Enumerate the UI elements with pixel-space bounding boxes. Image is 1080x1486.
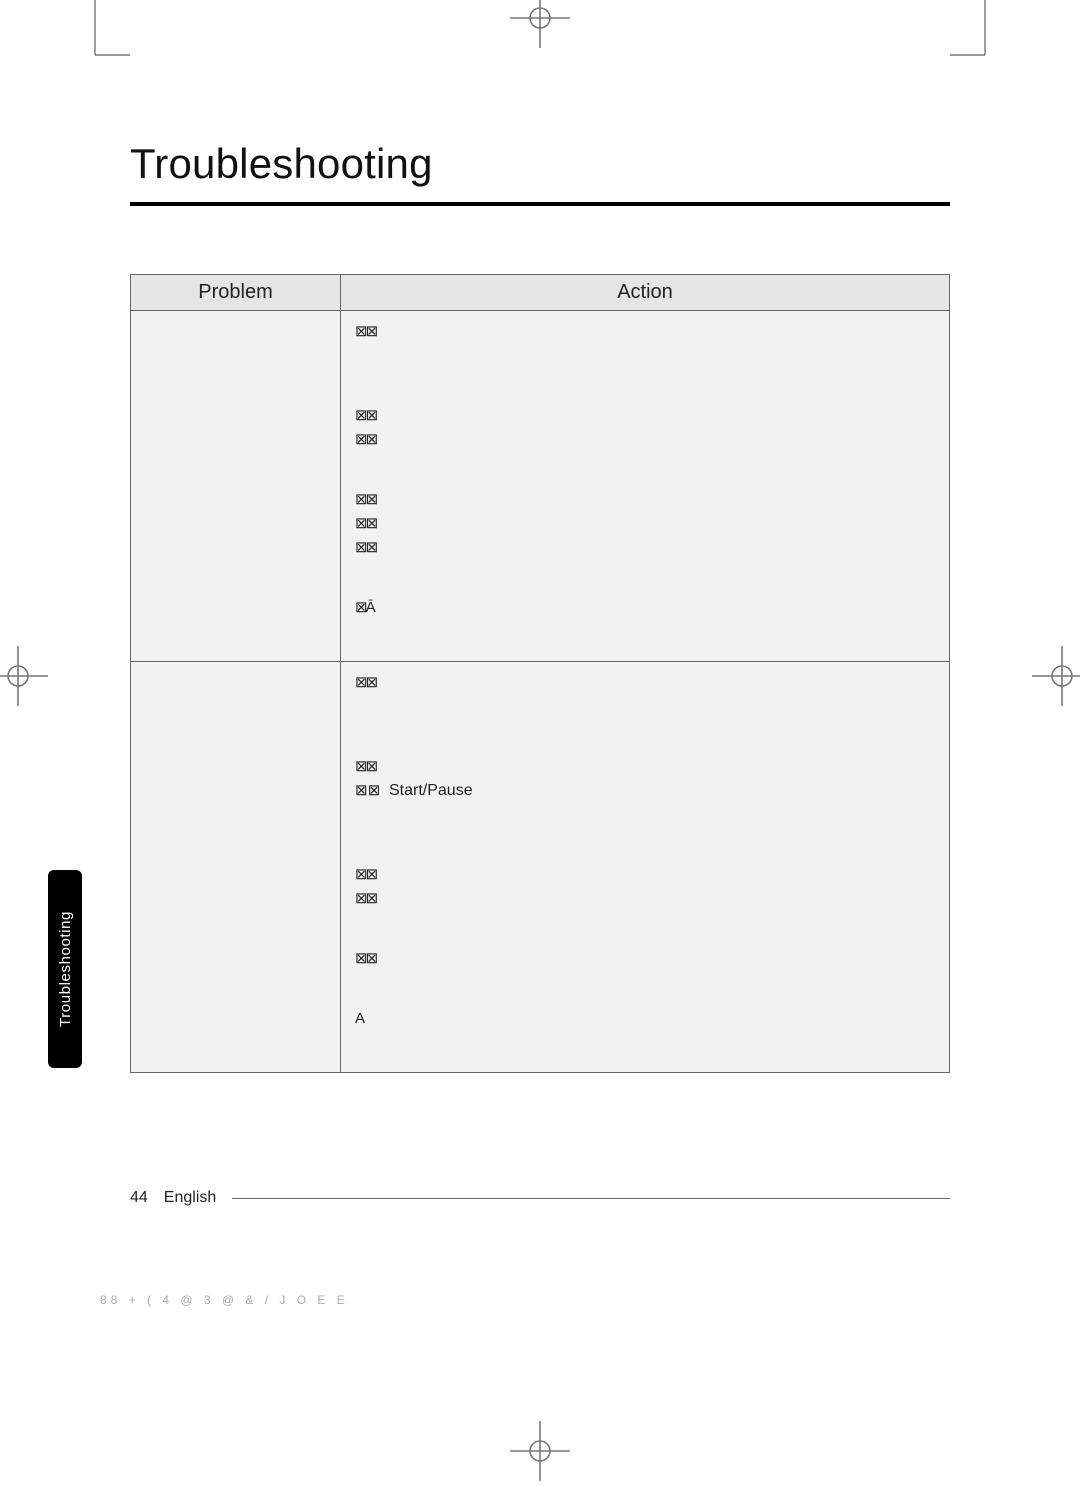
action-item: ⊠⊠ [355, 405, 935, 427]
action-item [355, 561, 935, 583]
bullet-glyph: ⊠⊠ [355, 513, 381, 535]
section-tab-label: Troubleshooting [57, 911, 74, 1027]
registration-mark-left [0, 646, 48, 706]
action-cell: ⊠⊠⊠⊠⊠ ⊠Start/Pause⊠⊠⊠⊠⊠⊠ A [341, 662, 950, 1073]
action-item: ⊠⊠ [355, 756, 935, 778]
action-item [355, 720, 935, 742]
action-item [355, 453, 935, 475]
bullet-glyph: ⊠⊠ [355, 321, 381, 343]
action-item: ⊠⊠ [355, 513, 935, 535]
action-item [355, 369, 935, 391]
action-item: ⊠⊠ [355, 888, 935, 910]
action-item: A [355, 1008, 935, 1030]
print-slug-line: 88 + ( 4 @ 3 @ & / J O E E [100, 1293, 349, 1307]
col-header-problem: Problem [131, 275, 341, 311]
action-item: ⊠Ā [355, 597, 935, 619]
action-item [355, 345, 935, 367]
bullet-glyph: ⊠ ⊠ [355, 780, 381, 802]
bullet-glyph: A [355, 1008, 381, 1030]
bullet-glyph: ⊠Ā [355, 597, 381, 619]
bullet-glyph: ⊠⊠ [355, 672, 381, 694]
action-item: ⊠⊠ [355, 429, 935, 451]
registration-mark-right [1032, 646, 1080, 706]
page-number: 44 [130, 1189, 148, 1207]
action-item: ⊠⊠ [355, 948, 935, 970]
bullet-glyph: ⊠⊠ [355, 489, 381, 511]
action-item: ⊠⊠ [355, 321, 935, 343]
problem-cell [131, 662, 341, 1073]
bullet-glyph: ⊠⊠ [355, 756, 381, 778]
bullet-glyph: ⊠⊠ [355, 948, 381, 970]
action-item: ⊠ ⊠ Start/Pause [355, 780, 935, 802]
registration-mark-top [510, 0, 570, 48]
title-rule [130, 202, 950, 206]
action-item [355, 621, 935, 643]
action-item-text: Start/Pause [389, 780, 473, 802]
footer-rule [232, 1198, 950, 1199]
action-item [355, 828, 935, 850]
action-cell: ⊠⊠⊠⊠⊠⊠⊠⊠⊠⊠⊠⊠⊠Ā [341, 311, 950, 662]
section-tab: Troubleshooting [48, 870, 82, 1068]
action-item: ⊠⊠ [355, 537, 935, 559]
action-item [355, 912, 935, 934]
action-item [355, 972, 935, 994]
bullet-glyph: ⊠⊠ [355, 537, 381, 559]
action-item: ⊠⊠ [355, 672, 935, 694]
action-item: ⊠⊠ [355, 864, 935, 886]
page-footer: 44 English [130, 1189, 950, 1207]
page-title: Troubleshooting [130, 140, 950, 198]
page-language: English [164, 1189, 216, 1207]
action-item: ⊠⊠ [355, 489, 935, 511]
bullet-glyph: ⊠⊠ [355, 405, 381, 427]
bullet-glyph: ⊠⊠ [355, 864, 381, 886]
crop-mark-top-right [950, 0, 1020, 70]
action-item [355, 804, 935, 826]
problem-cell [131, 311, 341, 662]
action-item [355, 1032, 935, 1054]
bullet-glyph: ⊠⊠ [355, 888, 381, 910]
action-item [355, 696, 935, 718]
troubleshooting-table: Problem Action ⊠⊠⊠⊠⊠⊠⊠⊠⊠⊠⊠⊠⊠Ā⊠⊠⊠⊠⊠ ⊠Star… [130, 274, 950, 1073]
bullet-glyph: ⊠⊠ [355, 429, 381, 451]
crop-mark-top-left [60, 0, 130, 70]
page-content: Troubleshooting Problem Action ⊠⊠⊠⊠⊠⊠⊠⊠⊠… [130, 140, 950, 1073]
registration-mark-bottom [510, 1421, 570, 1481]
col-header-action: Action [341, 275, 950, 311]
